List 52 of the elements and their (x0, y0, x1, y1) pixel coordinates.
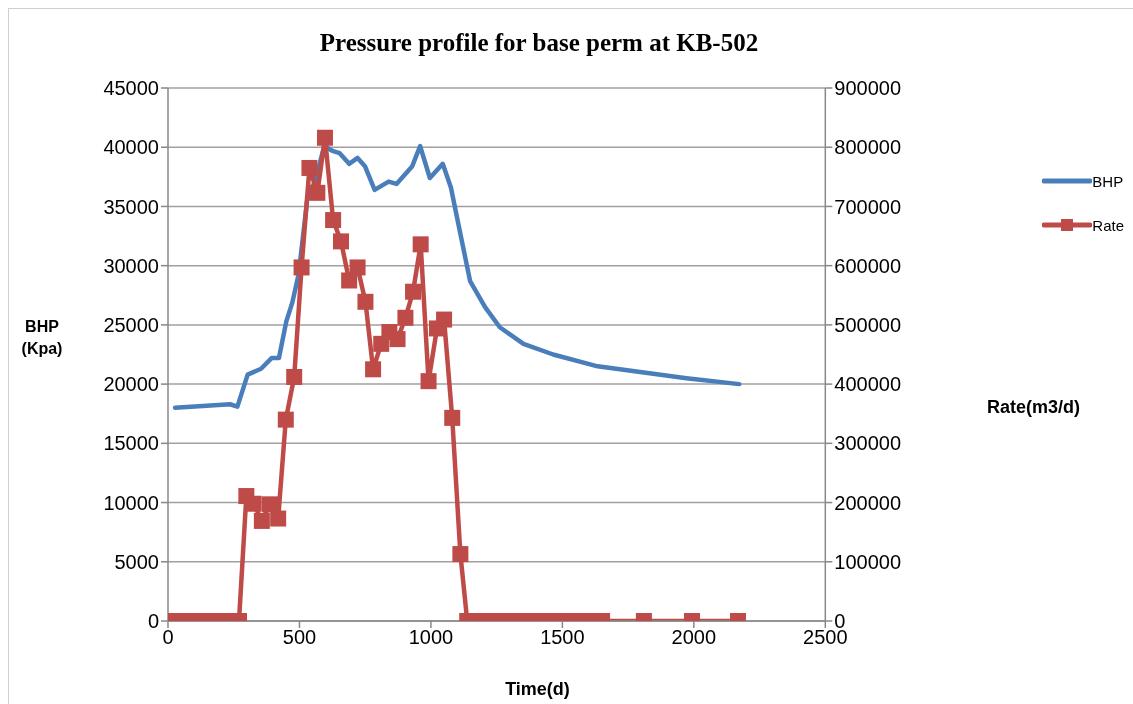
point (452, 546, 469, 563)
point (286, 369, 303, 385)
point (262, 496, 279, 513)
point (316, 129, 333, 146)
point (301, 159, 318, 176)
point (405, 283, 422, 300)
y2-tick-label: 500000 (834, 313, 902, 336)
y-tick-label: 5000 (114, 550, 159, 573)
point (397, 309, 414, 326)
point (277, 411, 294, 428)
y2-tick-label: 400000 (834, 373, 902, 396)
x-tick-label: 1500 (540, 626, 585, 649)
y2-axis-title: Rate(m3/d) (987, 397, 1081, 418)
legend-label: Rate (1092, 216, 1124, 234)
legend-label: BHP (1092, 172, 1124, 190)
y-tick-label: 45000 (103, 77, 159, 100)
point (349, 259, 366, 276)
y-tick-label: 10000 (103, 491, 159, 514)
point (293, 259, 310, 276)
x-tick-label: 500 (282, 626, 317, 649)
point (436, 311, 453, 328)
point (444, 409, 461, 426)
y-tick-label: 15000 (103, 432, 159, 455)
point (341, 272, 358, 289)
point (270, 510, 287, 527)
y2-tick-label: 200000 (834, 491, 902, 514)
y2-tick-label: 300000 (834, 432, 902, 455)
y-tick-label: 25000 (103, 313, 159, 336)
chart-title: Pressure profile for base perm at KB-502 (318, 29, 760, 57)
y-tick-label: 0 (147, 610, 159, 633)
x-axis-title: Time(d) (504, 679, 571, 700)
point (365, 361, 382, 378)
y-tick-label: 30000 (103, 254, 159, 277)
y2-tick-label: 100000 (834, 550, 902, 573)
y2-tick-label: 700000 (834, 195, 902, 218)
point (412, 236, 429, 253)
point (309, 184, 326, 201)
y2-tick-label: 900000 (834, 77, 902, 100)
point (253, 512, 270, 529)
y-axis-title: BHP (Kpa) (20, 317, 64, 359)
x-tick-label: 2000 (671, 626, 717, 649)
y-tick-label: 40000 (103, 136, 159, 159)
y2-tick-label: 600000 (834, 254, 902, 277)
y2-tick-label: 800000 (834, 136, 902, 159)
x-tick-label: 1000 (408, 626, 454, 649)
point (420, 373, 437, 390)
y-tick-label: 35000 (103, 195, 159, 218)
y-tick-label: 20000 (103, 373, 159, 396)
point (357, 293, 374, 310)
point (333, 233, 350, 250)
x-tick-label: 0 (162, 626, 174, 649)
point (325, 212, 342, 229)
